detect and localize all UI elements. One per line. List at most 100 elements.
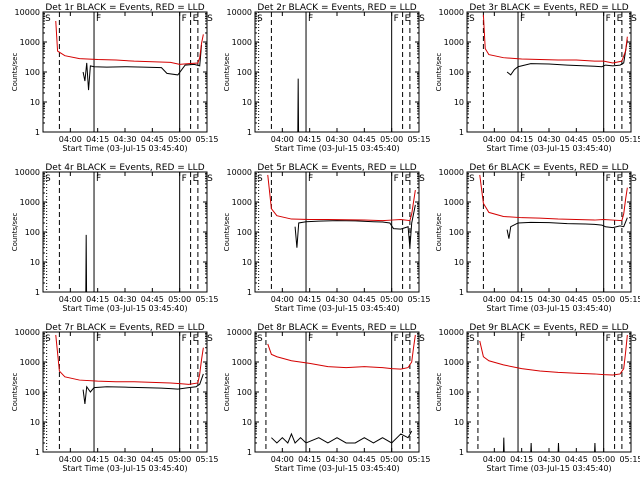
marker-label-s: S xyxy=(419,14,425,24)
marker-label-f: F xyxy=(606,14,611,24)
x-tick-label: 04:15 xyxy=(86,135,109,144)
panel-title: Det 9r BLACK = Events, RED = LLD xyxy=(469,323,628,333)
y-tick-label: 10 xyxy=(30,418,40,427)
y-tick-label: 10000 xyxy=(15,168,40,177)
y-tick-label: 1 xyxy=(247,128,252,137)
x-tick-label: 04:30 xyxy=(113,135,136,144)
panel-title: Det 5r BLACK = Events, RED = LLD xyxy=(257,163,416,173)
events-series-line xyxy=(506,39,628,76)
y-axis-label: Counts/sec xyxy=(223,373,231,412)
x-tick-label: 04:30 xyxy=(537,455,560,464)
x-tick-label: 04:45 xyxy=(141,135,164,144)
y-tick-label: 10000 xyxy=(439,8,464,17)
y-tick-label: 1000 xyxy=(232,358,252,367)
marker-label-s: S xyxy=(45,174,51,184)
y-tick-label: 10 xyxy=(30,98,40,107)
events-series-line xyxy=(82,44,203,91)
x-tick-label: 04:45 xyxy=(565,295,588,304)
marker-label-e: E xyxy=(193,174,199,184)
x-tick-label: 04:15 xyxy=(510,455,533,464)
y-tick-label: 10 xyxy=(242,98,252,107)
y-tick-label: 100 xyxy=(237,228,252,237)
x-axis-label: Start Time (03-Jul-15 03:45:40) xyxy=(486,304,611,313)
marker-label-s: S xyxy=(419,334,425,344)
x-tick-label: 04:15 xyxy=(510,135,533,144)
marker-label-f: F xyxy=(308,334,313,344)
series-group xyxy=(55,21,204,91)
marker-label-s: S xyxy=(207,14,213,24)
panel-7: Det 7r BLACK = Events, RED = LLD 1 10 100 10… xyxy=(11,323,219,473)
x-tick-label: 04:45 xyxy=(353,295,376,304)
x-tick-label: 05:00 xyxy=(592,135,615,144)
y-tick-label: 10000 xyxy=(439,328,464,337)
x-tick-label: 05:00 xyxy=(168,455,191,464)
x-tick-label: 04:00 xyxy=(271,295,294,304)
x-tick-label: 04:15 xyxy=(86,455,109,464)
x-tick-label: 04:45 xyxy=(565,135,588,144)
x-tick-label: 05:00 xyxy=(380,455,403,464)
marker-label-s: S xyxy=(631,14,637,24)
marker-label-f: F xyxy=(606,174,611,184)
lld-series-line xyxy=(55,21,204,65)
x-tick-label: 05:00 xyxy=(592,455,615,464)
x-tick-label: 04:30 xyxy=(325,135,348,144)
x-tick-label: 04:45 xyxy=(565,455,588,464)
series-group xyxy=(297,78,300,132)
x-tick-label: 04:00 xyxy=(59,455,82,464)
y-axis-label: Counts/sec xyxy=(11,373,19,412)
panel-3: Det 3r BLACK = Events, RED = LLD 1 10 100 10… xyxy=(435,3,640,153)
panel-title: Det 2r BLACK = Events, RED = LLD xyxy=(257,3,416,13)
y-tick-label: 100 xyxy=(237,68,252,77)
marker-label-e: E xyxy=(405,174,411,184)
y-axis-label: Counts/sec xyxy=(435,213,443,252)
series-group xyxy=(267,174,416,248)
panel-1: Det 1r BLACK = Events, RED = LLD 1 10 100 10… xyxy=(11,3,219,153)
x-tick-label: 04:00 xyxy=(271,135,294,144)
events-series-line xyxy=(271,430,413,444)
y-tick-label: 10 xyxy=(242,418,252,427)
x-tick-label: 05:00 xyxy=(380,135,403,144)
panel-4: Det 4r BLACK = Events, RED = LLD 1 10 100 10… xyxy=(11,163,219,313)
y-tick-label: 10000 xyxy=(15,8,40,17)
x-tick-label: 05:00 xyxy=(592,295,615,304)
plot-frame xyxy=(42,11,208,133)
marker-label-f: F xyxy=(96,334,101,344)
x-tick-label: 04:15 xyxy=(510,295,533,304)
x-axis-label: Start Time (03-Jul-15 03:45:40) xyxy=(274,144,399,153)
y-tick-label: 100 xyxy=(237,388,252,397)
marker-label-s: S xyxy=(419,174,425,184)
y-tick-label: 10000 xyxy=(15,328,40,337)
plot-frame xyxy=(466,11,632,133)
y-tick-label: 100 xyxy=(449,228,464,237)
y-tick-label: 1 xyxy=(459,288,464,297)
marker-label-e: E xyxy=(617,174,623,184)
lld-series-line xyxy=(267,174,416,222)
series-group xyxy=(267,334,416,444)
y-tick-label: 10 xyxy=(454,98,464,107)
x-tick-label: 04:15 xyxy=(298,135,321,144)
marker-label-s: S xyxy=(45,334,51,344)
marker-label-f: F xyxy=(394,174,399,184)
x-tick-label: 05:15 xyxy=(195,295,218,304)
marker-label-e: E xyxy=(193,14,199,24)
y-axis-label: Counts/sec xyxy=(11,53,19,92)
y-axis-label: Counts/sec xyxy=(223,213,231,252)
x-tick-label: 04:00 xyxy=(59,135,82,144)
y-tick-label: 10000 xyxy=(227,8,252,17)
x-tick-label: 04:15 xyxy=(86,295,109,304)
x-tick-label: 04:30 xyxy=(113,455,136,464)
events-series-line xyxy=(294,204,416,248)
events-series-line xyxy=(506,217,628,239)
panel-6: Det 6r BLACK = Events, RED = LLD 1 10 100 10… xyxy=(435,163,640,313)
marker-label-s: S xyxy=(207,174,213,184)
marker-label-f: F xyxy=(308,174,313,184)
lld-series-line xyxy=(482,14,628,64)
marker-label-e: E xyxy=(405,14,411,24)
marker-label-e: E xyxy=(193,334,199,344)
x-tick-label: 04:00 xyxy=(59,295,82,304)
x-axis-label: Start Time (03-Jul-15 03:45:40) xyxy=(62,464,187,473)
y-tick-label: 1 xyxy=(459,448,464,457)
y-tick-label: 1000 xyxy=(444,358,464,367)
x-tick-label: 04:45 xyxy=(141,455,164,464)
